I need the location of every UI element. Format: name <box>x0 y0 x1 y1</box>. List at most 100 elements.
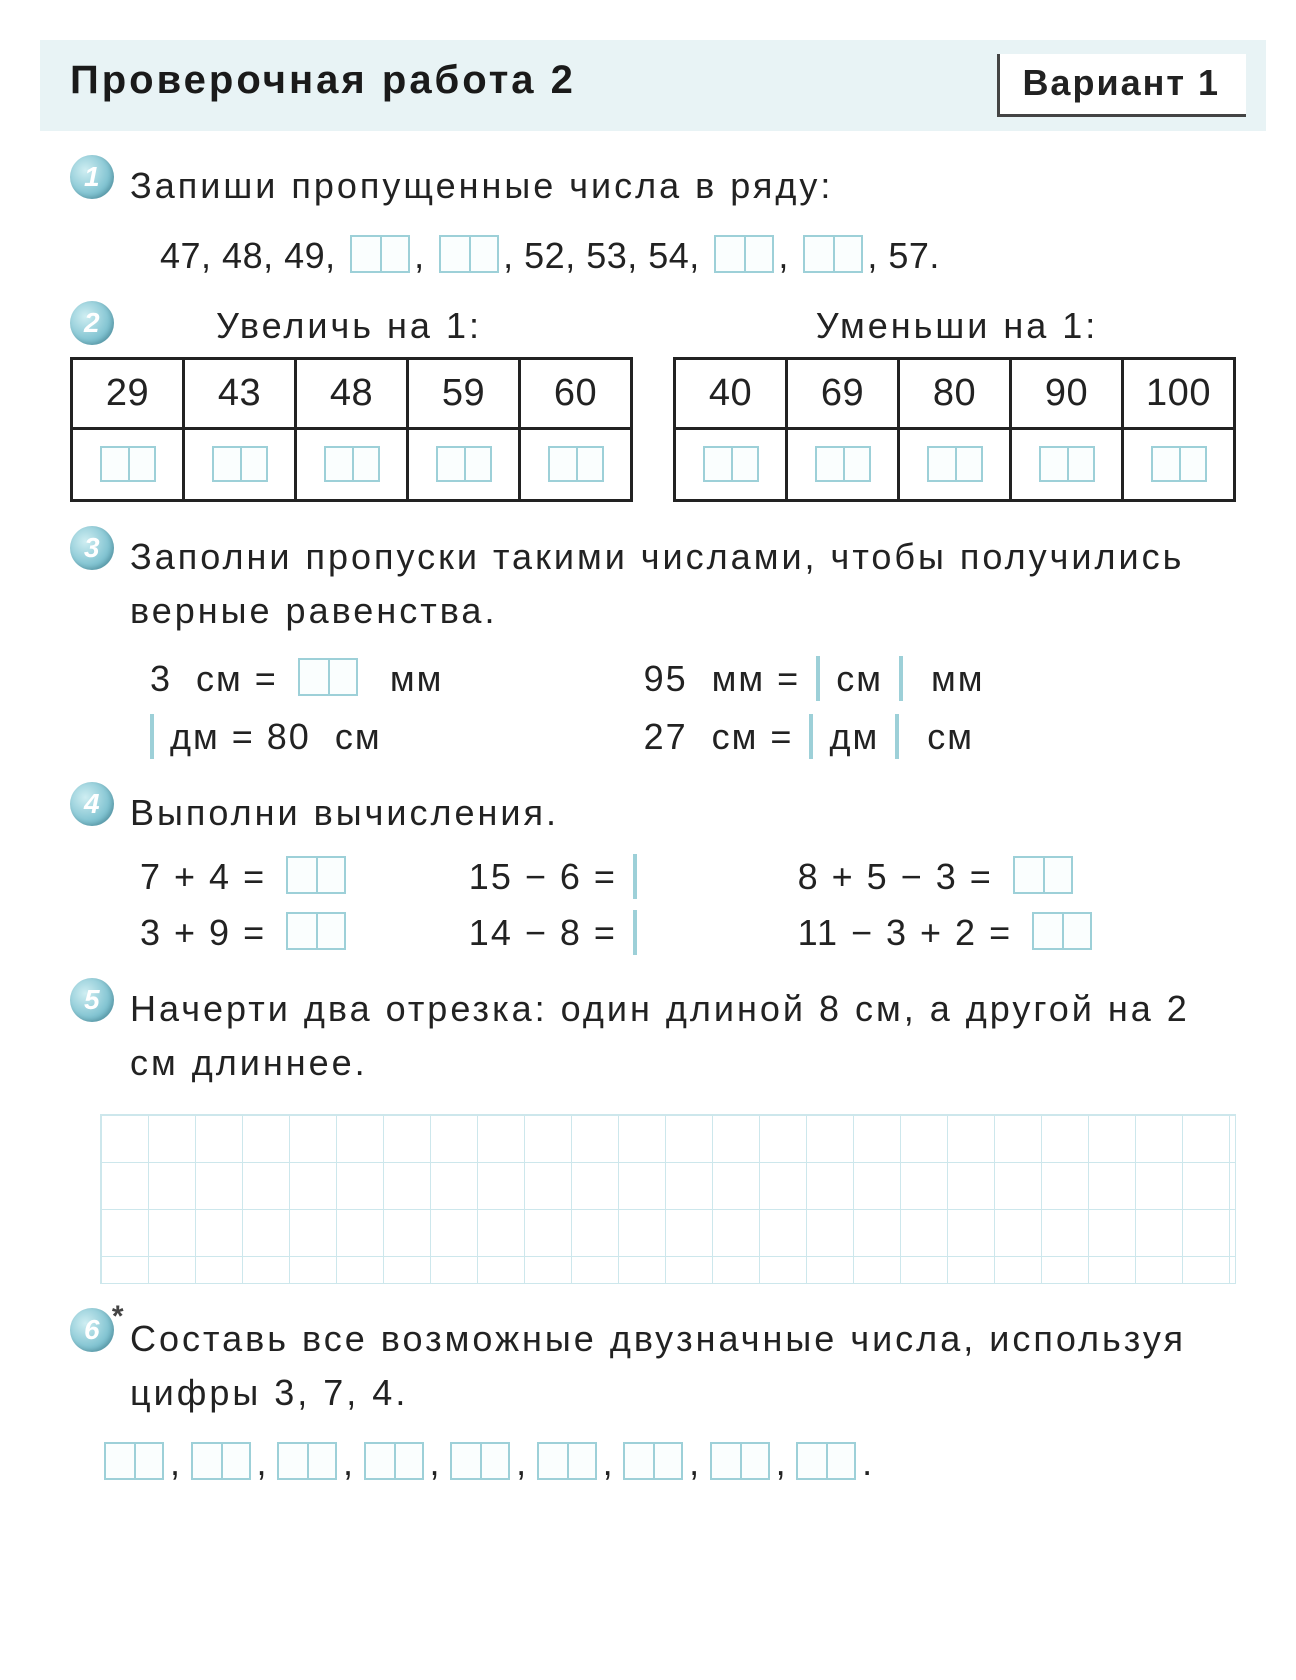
table-cell: 43 <box>184 359 296 429</box>
separator: , <box>601 1442 620 1484</box>
calc-text: 14 − 8 = <box>469 912 629 954</box>
separator: , <box>687 1442 706 1484</box>
answer-box[interactable] <box>1013 856 1073 894</box>
separator: , <box>774 1442 793 1484</box>
task-number-icon: 5 <box>70 978 114 1022</box>
answer-box[interactable] <box>191 1442 251 1480</box>
seq-part: , 57. <box>867 235 940 277</box>
table-cell: 29 <box>72 359 184 429</box>
answer-box[interactable] <box>150 716 154 758</box>
answer-box[interactable] <box>286 856 346 894</box>
seq-part: , <box>778 235 799 277</box>
eq-text: см <box>824 658 895 700</box>
seq-part: 47, 48, 49, <box>160 235 346 277</box>
answer-box[interactable] <box>623 1442 683 1480</box>
page-title: Проверочная работа 2 <box>70 58 576 103</box>
calc: 11 − 3 + 2 = <box>798 912 1236 954</box>
seq-part: , 52, 53, 54, <box>503 235 710 277</box>
answer-box[interactable] <box>277 1442 337 1480</box>
eq-text: 95 мм = <box>644 658 813 700</box>
answer-box[interactable] <box>286 912 346 950</box>
table-row: 29 43 48 59 60 <box>72 359 632 429</box>
answer-box[interactable] <box>450 1442 510 1480</box>
calc: 7 + 4 = <box>140 856 469 898</box>
task-number-icon: 4 <box>70 782 114 826</box>
answer-box[interactable] <box>710 1442 770 1480</box>
eq-text: см <box>903 716 974 758</box>
task-3: 3 Заполни пропуски такими числами, чтобы… <box>70 530 1236 758</box>
answer-box[interactable] <box>1039 446 1095 482</box>
task-3-text: Заполни пропуски такими числами, чтобы п… <box>130 530 1236 638</box>
answer-box[interactable] <box>815 446 871 482</box>
answer-box[interactable] <box>899 658 903 700</box>
answer-box[interactable] <box>537 1442 597 1480</box>
table-row <box>675 429 1235 501</box>
separator: , <box>168 1442 187 1484</box>
separator: , <box>428 1442 447 1484</box>
header-bar: Проверочная работа 2 Вариант 1 <box>40 40 1266 131</box>
answer-box[interactable] <box>212 446 268 482</box>
answer-box[interactable] <box>895 716 899 758</box>
eq-text: дм = 80 см <box>158 716 382 758</box>
answer-box[interactable] <box>927 446 983 482</box>
calc: 3 + 9 = <box>140 912 469 954</box>
answer-box[interactable] <box>324 446 380 482</box>
calc-text: 11 − 3 + 2 = <box>798 912 1025 954</box>
separator: , <box>255 1442 274 1484</box>
table-left-title: Увеличь на 1: <box>70 305 628 347</box>
drawing-grid[interactable] <box>100 1114 1236 1284</box>
answer-box[interactable] <box>1032 912 1092 950</box>
answer-box[interactable] <box>104 1442 164 1480</box>
task-1-sequence: 47, 48, 49, , , 52, 53, 54, , , 57. <box>130 235 1236 277</box>
task-4: 4 Выполни вычисления. 7 + 4 = 15 − 6 = 8… <box>70 786 1236 954</box>
task-2: 2 Увеличь на 1: Уменьши на 1: 29 43 48 5… <box>70 305 1236 502</box>
answer-box[interactable] <box>633 856 637 898</box>
equation: 27 см = дм см <box>644 716 1236 758</box>
task-5: 5 Начерти два отрезка: один длиной 8 см,… <box>70 982 1236 1284</box>
separator: , <box>341 1442 360 1484</box>
table-row: 40 69 80 90 100 <box>675 359 1235 429</box>
answer-box[interactable] <box>350 235 410 273</box>
eq-text: дм <box>817 716 891 758</box>
table-row <box>72 429 632 501</box>
task-number-icon: 1 <box>70 155 114 199</box>
separator: . <box>860 1442 879 1484</box>
answer-box[interactable] <box>816 658 820 700</box>
task-number-icon: 2 <box>70 301 114 345</box>
eq-text: 27 см = <box>644 716 806 758</box>
decrease-table: 40 69 80 90 100 <box>673 357 1236 502</box>
calc-text: 8 + 5 − 3 = <box>798 856 1005 898</box>
answer-box[interactable] <box>703 446 759 482</box>
separator: , <box>514 1442 533 1484</box>
answer-box[interactable] <box>100 446 156 482</box>
calc-text: 15 − 6 = <box>469 856 629 898</box>
task-1: 1 Запиши пропущенные числа в ряду: 47, 4… <box>70 159 1236 277</box>
answer-box[interactable] <box>803 235 863 273</box>
table-cell: 60 <box>520 359 632 429</box>
task-4-text: Выполни вычисления. <box>130 786 1236 840</box>
task-5-text: Начерти два отрезка: один длиной 8 см, а… <box>130 982 1236 1090</box>
seq-part: , <box>414 235 435 277</box>
answer-box[interactable] <box>796 1442 856 1480</box>
answer-box[interactable] <box>714 235 774 273</box>
answer-box[interactable] <box>364 1442 424 1480</box>
table-cell: 69 <box>787 359 899 429</box>
answer-box[interactable] <box>439 235 499 273</box>
table-cell: 100 <box>1123 359 1235 429</box>
eq-text: мм <box>366 658 444 700</box>
answer-box[interactable] <box>298 658 358 696</box>
task-1-text: Запиши пропущенные числа в ряду: <box>130 159 1236 213</box>
answer-box[interactable] <box>436 446 492 482</box>
calc-text: 7 + 4 = <box>140 856 278 898</box>
answer-box[interactable] <box>548 446 604 482</box>
answer-box[interactable] <box>1151 446 1207 482</box>
task-3-equations: 3 см = мм 95 мм = см мм дм = 80 см 27 см… <box>130 658 1236 758</box>
answer-box[interactable] <box>633 912 637 954</box>
task-number-icon: 6 <box>70 1308 114 1352</box>
answer-box[interactable] <box>809 716 813 758</box>
task-6-answers: , , , , , , , , . <box>100 1442 1236 1484</box>
calc: 15 − 6 = <box>469 856 798 898</box>
task-6: 6 Составь все возможные двузначные числа… <box>70 1312 1236 1484</box>
worksheet-page: Проверочная работа 2 Вариант 1 1 Запиши … <box>0 0 1296 1524</box>
task-6-text: Составь все возможные двузначные числа, … <box>130 1312 1236 1420</box>
